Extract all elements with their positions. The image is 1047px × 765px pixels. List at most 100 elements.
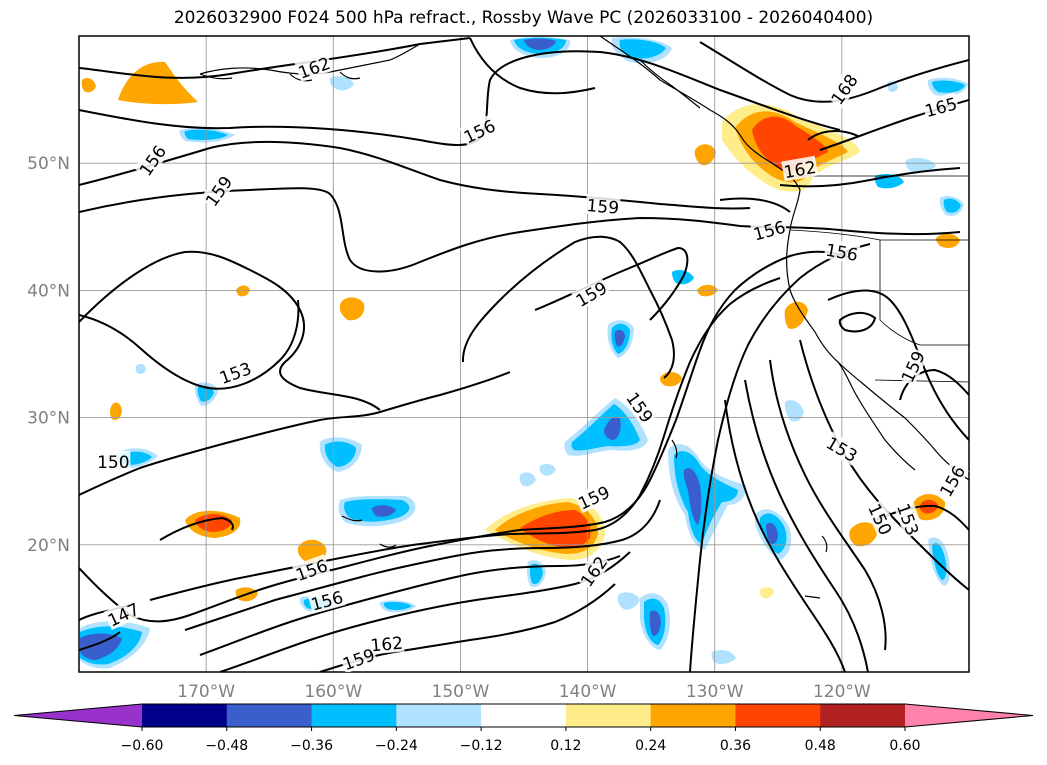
contour-label: 150 — [96, 451, 131, 473]
colorbar-segment — [311, 704, 397, 727]
anomaly-fill-negative — [519, 472, 536, 487]
anomaly-fill-positive — [694, 144, 716, 166]
contour-label-halo — [585, 194, 621, 217]
contour-label-text: 156 — [824, 241, 859, 266]
anomaly-fill-negative — [614, 329, 625, 347]
contour-line — [79, 631, 121, 651]
anomaly-fill-negative — [683, 468, 702, 525]
contour-line — [79, 299, 300, 390]
contour-label-halo — [96, 451, 131, 472]
lat-tick-label: 40°N — [27, 281, 70, 301]
contour-label-halo — [750, 215, 789, 244]
anomaly-fill-positive — [660, 372, 682, 387]
contour-label-text: 162 — [296, 54, 333, 84]
contour-line — [79, 50, 841, 146]
contour-label-halo — [825, 69, 862, 109]
anomaly-fill-negative — [324, 441, 356, 467]
map-frame — [78, 35, 970, 673]
contour-line — [799, 339, 969, 591]
anomaly-fill-negative — [604, 416, 621, 440]
colorbar-segment — [481, 704, 567, 727]
contour-line — [159, 516, 234, 541]
lon-tick-label: 140°W — [559, 682, 617, 702]
colorbar-segment — [565, 704, 652, 727]
colorbar-segment — [142, 704, 228, 727]
anomaly-fill-negative — [524, 38, 556, 50]
contour-label-halo — [822, 431, 863, 466]
colorbar-segment — [820, 704, 906, 727]
contour-label: 162 — [368, 631, 405, 656]
colorbar-tick-label: 0.36 — [720, 738, 751, 754]
contour-label: 156 — [133, 140, 171, 180]
contour-line — [79, 250, 381, 411]
lat-tick-label: 30°N — [27, 409, 70, 429]
contour-line — [744, 379, 869, 672]
contour-label: 159 — [585, 194, 621, 219]
contour-label-halo — [338, 643, 378, 672]
coastline-baja — [837, 361, 916, 471]
anomaly-fill-negative — [617, 592, 640, 610]
anomaly-fill-positive — [760, 587, 774, 599]
contour-label-halo — [133, 140, 170, 180]
contour-line — [79, 187, 961, 273]
contour-label-text: 168 — [828, 71, 863, 109]
anomaly-fill-positive — [849, 522, 878, 547]
colorbar: −0.60 −0.48 −0.36 −0.24 −0.12 0.12 0.24 0.36 0.4… — [13, 703, 1034, 754]
contour-line — [779, 167, 961, 188]
anomaly-fill-positive — [110, 402, 122, 420]
contour-label-halo — [823, 238, 861, 265]
coastline-islands — [199, 59, 701, 109]
contour-line — [149, 277, 781, 601]
lon-tick-label: 150°W — [432, 682, 490, 702]
contour-label: 159 — [571, 276, 611, 312]
lon-tick-label: 160°W — [304, 682, 362, 702]
lat-tick-label: 50°N — [27, 154, 70, 174]
contour-line — [79, 371, 511, 496]
contour-line — [79, 37, 471, 79]
contour-label-text: 162 — [782, 158, 817, 183]
lon-tick-label: 130°W — [686, 682, 744, 702]
contour-label: 165 — [921, 92, 960, 122]
contour-label-halo — [781, 155, 819, 182]
contour-line — [724, 399, 846, 672]
anomaly-fill-negative — [329, 76, 354, 91]
contour-label-text: 153 — [217, 359, 254, 389]
contour-line — [807, 130, 859, 141]
contour-label: 162 — [294, 51, 334, 84]
contour-line — [469, 37, 596, 95]
anomaly-fill-positive — [339, 297, 365, 321]
longitude-labels: 170°W 160°W 150°W 140°W 130°W 120°W — [177, 682, 871, 702]
contour-label-text: 156 — [937, 463, 971, 501]
anomaly-fill-positive — [936, 233, 960, 248]
contour-label-halo — [622, 387, 659, 427]
coastline-layer — [199, 36, 969, 599]
anomaly-fill-negative — [905, 158, 936, 173]
contour-line — [838, 312, 877, 333]
contour-label-halo — [921, 92, 960, 121]
contour-label: 153 — [215, 356, 255, 389]
anomaly-fill-negative — [619, 39, 666, 59]
contour-label-text: 153 — [822, 433, 860, 467]
contour-label-text: 159 — [586, 196, 620, 219]
contour-line — [699, 41, 969, 103]
colorbar-tick-label: −0.12 — [460, 738, 503, 754]
contour-label-text: 162 — [577, 553, 612, 591]
contour-line — [79, 140, 751, 210]
contour-label-halo — [573, 480, 614, 514]
anomaly-fill-negative — [674, 451, 738, 544]
contour-line — [827, 289, 969, 441]
contour-label-text: 156 — [751, 218, 788, 246]
contour-label: 156 — [750, 215, 789, 246]
contour-label-halo — [571, 276, 611, 311]
contour-line — [719, 197, 791, 213]
contour-label-halo — [200, 170, 236, 211]
contour-label: 168 — [825, 69, 863, 109]
contour-line — [199, 555, 621, 656]
colorbar-extend-high — [905, 704, 1033, 727]
contour-label-halo — [864, 499, 898, 539]
contour-line — [461, 235, 675, 379]
colorbar-tick-label: −0.24 — [375, 738, 418, 754]
anomaly-fill-negative — [80, 633, 122, 660]
anomaly-fill-positive — [784, 301, 808, 329]
colorbar-extend-low — [14, 704, 142, 727]
